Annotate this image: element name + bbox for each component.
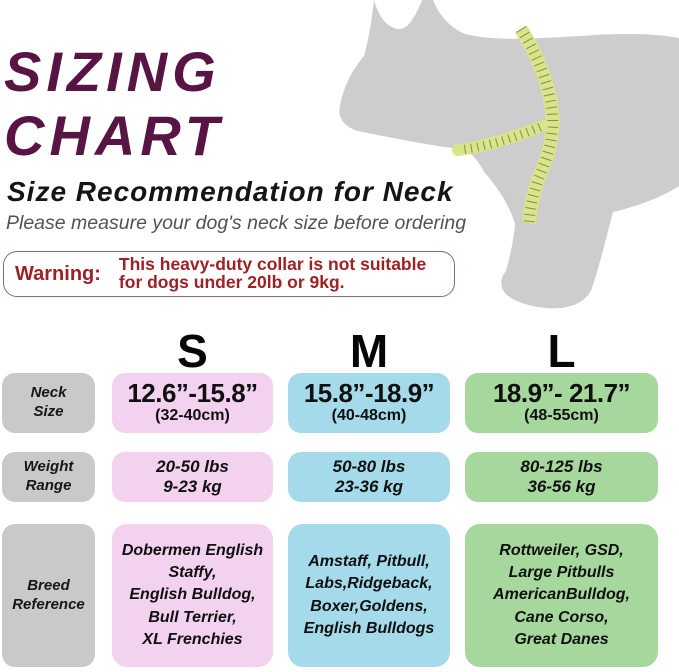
size-header-spacer (2, 329, 95, 373)
breed-reference-cell-m: Amstaff, Pitbull, Labs,Ridgeback, Boxer,… (288, 524, 450, 667)
weight-range-cell-m: 50-80 lbs 23-36 kg (288, 452, 450, 502)
weight-s-kg: 9-23 kg (163, 477, 222, 496)
dog-silhouette (339, 0, 679, 309)
size-header-l: L (547, 325, 576, 377)
neck-size-s-inches: 12.6”-15.8” (127, 378, 258, 409)
measuring-tape-ticks (516, 26, 559, 224)
size-header-row: S M L (2, 325, 658, 377)
warning-box: Warning: This heavy-duty collar is not s… (3, 251, 455, 297)
weight-s-lbs: 20-50 lbs (156, 457, 229, 477)
weight-range-row: Weight Range 20-50 lbs 9-23 kg 50-80 lbs… (2, 452, 658, 502)
neck-size-m-inches: 15.8”-18.9” (303, 378, 435, 409)
weight-m-lbs: 50-80 lbs (332, 457, 406, 477)
neck-size-cell-l: 18.9”- 21.7” (48-55cm) (465, 373, 658, 433)
title-line-2: CHART (4, 104, 224, 167)
neck-size-l-cm: (48-55cm) (524, 407, 599, 425)
neck-size-cell-m: 15.8”-18.9” (40-48cm) (288, 373, 450, 433)
neck-size-row-label: Neck Size (2, 373, 95, 433)
size-header-s: S (177, 325, 208, 377)
weight-range-row-label: Weight Range (2, 452, 95, 502)
measurement-note: Please measure your dog's neck size befo… (6, 212, 467, 234)
weight-l-lbs: 80-125 lbs (520, 457, 603, 477)
subtitle: Size Recommendation for Neck (7, 176, 454, 207)
page-title: SIZING CHART (4, 40, 224, 168)
weight-m-kg: 23-36 kg (334, 477, 404, 496)
breed-reference-cell-l: Rottweiler, GSD, Large Pitbulls American… (465, 524, 658, 667)
breed-reference-row-label: Breed Reference (2, 524, 95, 667)
neck-size-row: Neck Size 12.6”-15.8” (32-40cm) 15.8”-18… (2, 373, 658, 433)
warning-label: Warning: (15, 262, 101, 285)
size-header-m: M (349, 325, 389, 377)
weight-range-cell-l: 80-125 lbs 36-56 kg (465, 452, 658, 502)
breed-reference-cell-s: Dobermen English Staffy, English Bulldog… (112, 524, 273, 667)
weight-l-kg: 36-56 kg (527, 477, 596, 496)
dog-measurement-illustration (339, 0, 679, 309)
breed-reference-row: Breed Reference Dobermen English Staffy,… (2, 524, 658, 667)
title-line-1: SIZING (4, 40, 221, 103)
weight-range-cell-s: 20-50 lbs 9-23 kg (112, 452, 273, 502)
neck-size-cell-s: 12.6”-15.8” (32-40cm) (112, 373, 273, 433)
warning-message: This heavy-duty collar is not suitable f… (118, 254, 427, 292)
neck-size-m-cm: (40-48cm) (331, 407, 407, 425)
neck-size-s-cm: (32-40cm) (155, 407, 230, 425)
measuring-tape-end (452, 120, 548, 156)
neck-size-l-inches: 18.9”- 21.7” (492, 378, 631, 409)
